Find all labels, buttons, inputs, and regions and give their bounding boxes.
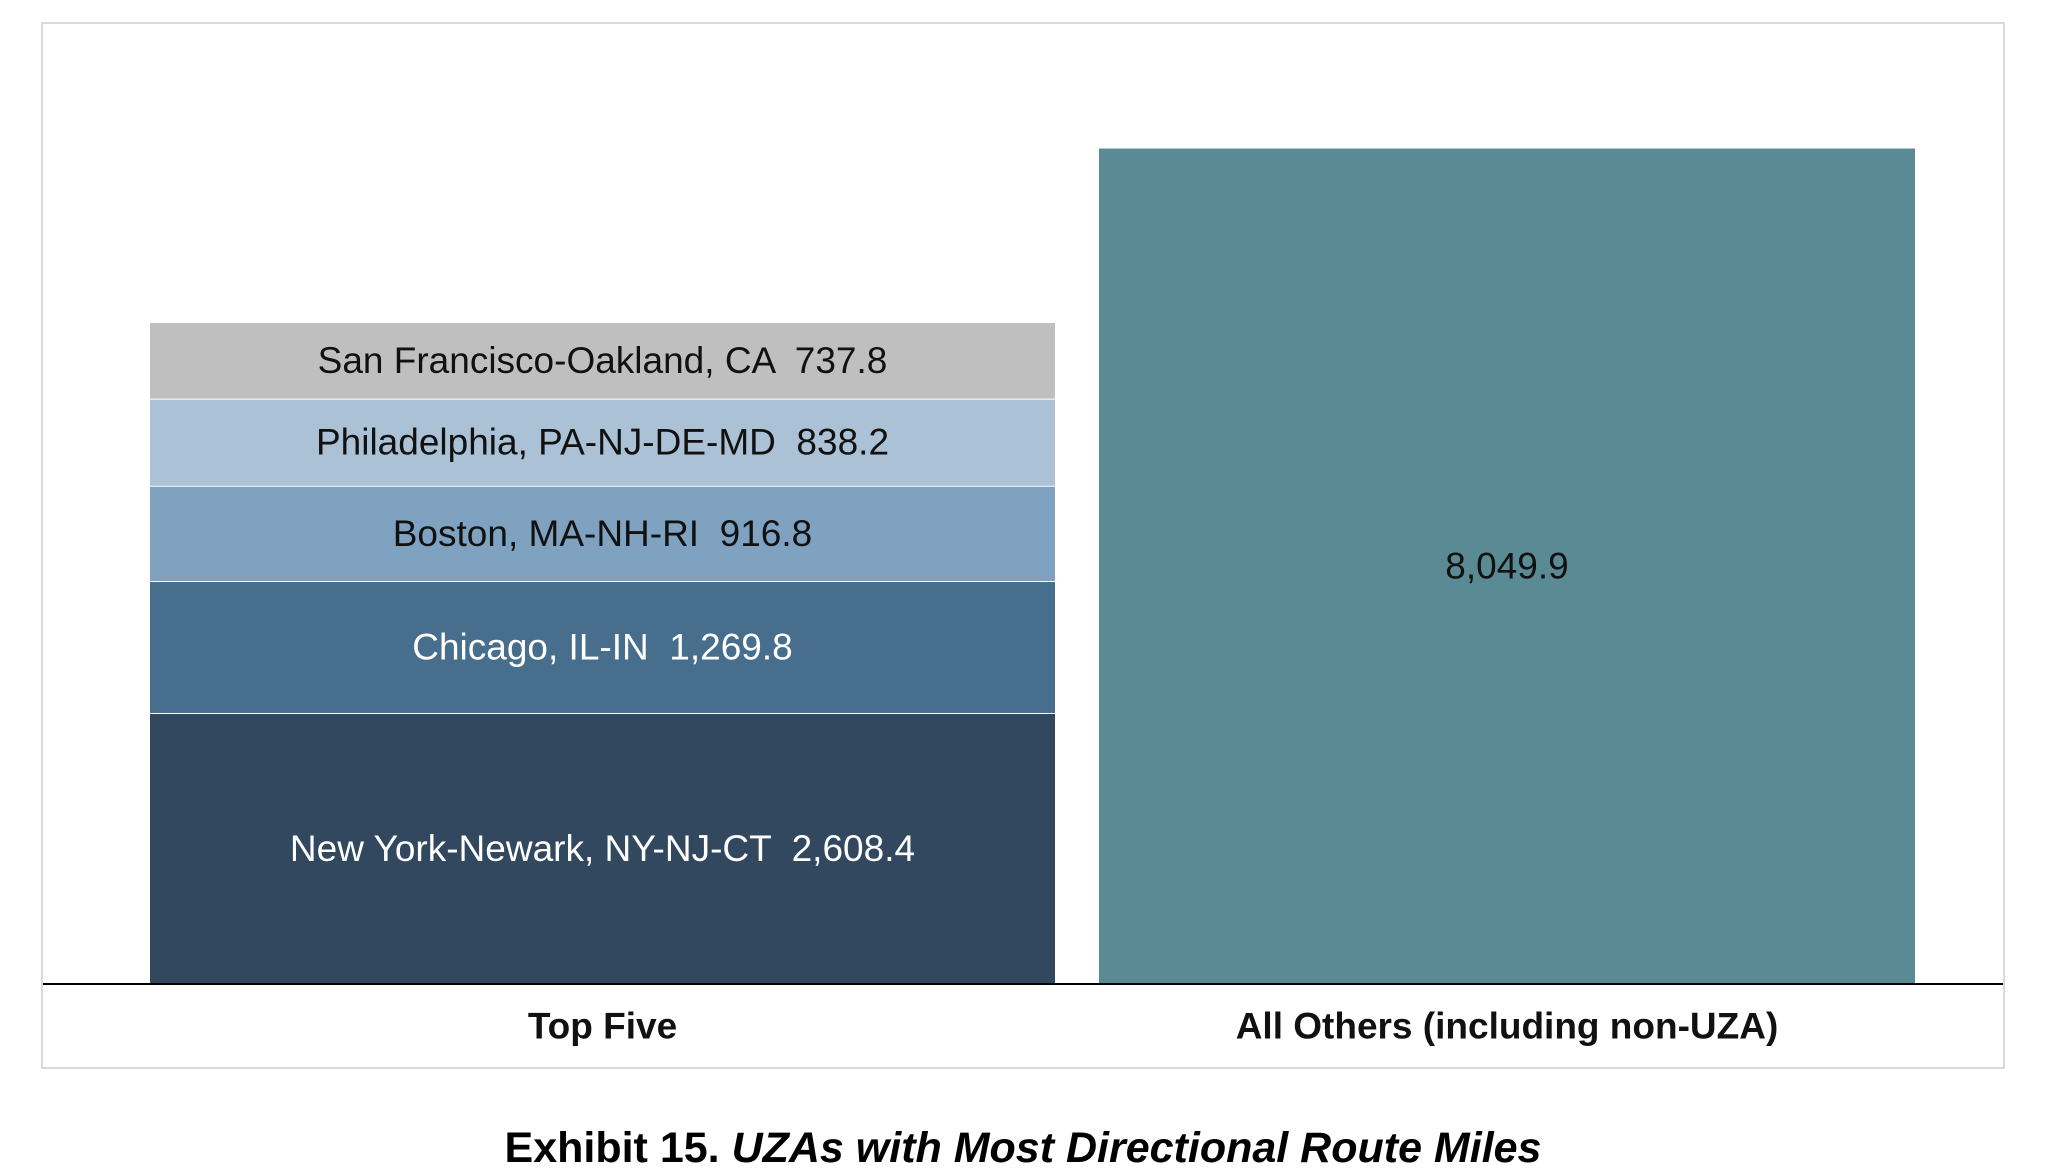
data-label-boston-ma-nh-ri: Boston, MA-NH-RI 916.8: [393, 513, 812, 554]
caption-prefix: Exhibit 15.: [504, 1124, 720, 1172]
bar-segment-chicago-il-in: [150, 582, 1055, 713]
category-label-top-five: Top Five: [528, 1006, 677, 1047]
bars-layer: [150, 148, 1915, 985]
data-label-philadelphia-pa-nj-de-md: Philadelphia, PA-NJ-DE-MD 838.2: [316, 422, 889, 463]
data-label-all-others: 8,049.9: [1445, 545, 1568, 586]
bar-segment-philadelphia-pa-nj-de-md: [150, 399, 1055, 486]
bar-segment-boston-ma-nh-ri: [150, 486, 1055, 582]
caption-title: UZAs with Most Directional Route Miles: [731, 1124, 1542, 1172]
data-label-new-york-newark-ny-nj-ct: New York-Newark, NY-NJ-CT 2,608.4: [290, 828, 915, 869]
segment-labels-layer: New York-Newark, NY-NJ-CT 2,608.4 Chicago…: [290, 340, 1569, 869]
category-labels-layer: Top Five All Others (including non-UZA): [528, 1006, 1778, 1047]
bar-segment-new-york-newark-ny-nj-ct: [150, 713, 1055, 984]
bar-segment-all-others: [1099, 148, 1915, 985]
category-label-all-others-including-non-uza: All Others (including non-UZA): [1236, 1006, 1779, 1047]
chart-caption: Exhibit 15. UZAs with Most Directional R…: [0, 1120, 2046, 1176]
data-label-san-francisco-oakland-ca: San Francisco-Oakland, CA 737.8: [318, 340, 888, 381]
bar-segment-san-francisco-oakland-ca: [150, 323, 1055, 399]
data-label-chicago-il-in: Chicago, IL-IN 1,269.8: [412, 626, 793, 667]
